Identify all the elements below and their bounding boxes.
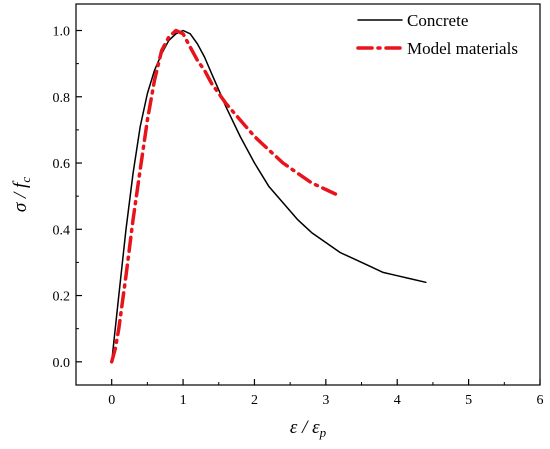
x-tick-label: 2 <box>251 393 258 408</box>
x-tick-label: 0 <box>108 393 115 408</box>
x-axis-label: ε / εp <box>290 417 327 440</box>
series-line-concrete <box>110 29 427 363</box>
y-axis-label: σ / fc <box>10 177 33 212</box>
x-tick-label: 5 <box>465 393 472 408</box>
plot-border <box>75 3 541 386</box>
legend: Concrete Model materials <box>356 11 518 58</box>
series-line-model-materials <box>109 28 342 364</box>
x-tick-label: 1 <box>180 393 187 408</box>
axis-ticks: 0 1 2 3 4 5 6 0.0 0.2 0.4 0.6 0.8 1.0 <box>53 25 544 408</box>
series-layer <box>109 28 427 364</box>
y-tick-label: 0.2 <box>53 290 71 305</box>
axis-labels: ε / εp σ / fc <box>10 177 327 440</box>
y-tick-label: 1.0 <box>53 25 71 40</box>
x-tick-label: 6 <box>537 393 544 408</box>
y-tick-label: 0.0 <box>53 356 71 371</box>
legend-label: Model materials <box>407 39 518 58</box>
y-tick-label: 0.8 <box>53 91 71 106</box>
y-tick-label: 0.6 <box>53 157 71 172</box>
plot-area <box>75 3 541 386</box>
x-tick-label: 4 <box>394 393 401 408</box>
x-tick-label: 3 <box>322 393 329 408</box>
y-tick-label: 0.4 <box>53 223 71 238</box>
legend-label: Concrete <box>407 11 468 30</box>
